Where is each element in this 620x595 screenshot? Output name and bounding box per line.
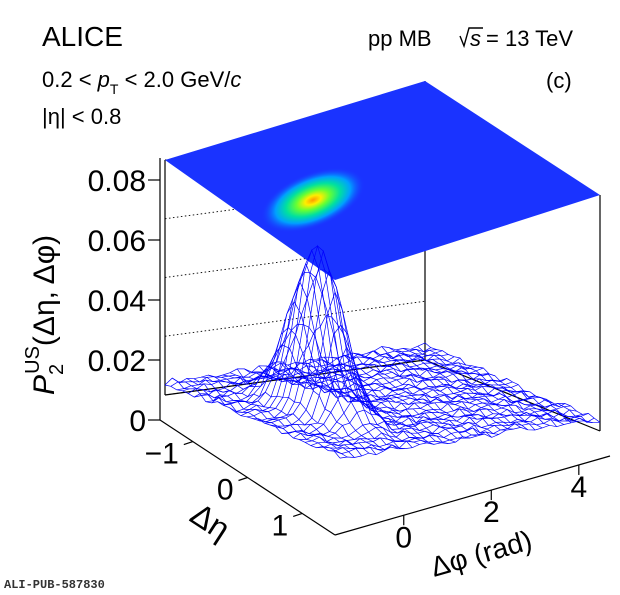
- mesh-line-eta: [188, 354, 449, 394]
- phi-axis-line: [334, 455, 611, 536]
- mesh-line-eta: [310, 405, 571, 446]
- mesh-line-eta: [217, 344, 478, 406]
- mesh-line-eta: [328, 413, 589, 452]
- phi-tick-label: 0: [395, 521, 412, 554]
- eta-tick-label: 1: [272, 509, 289, 542]
- mesh-line-eta: [164, 342, 426, 386]
- eta-tick: [183, 440, 194, 446]
- mesh-line-eta: [304, 403, 565, 443]
- z-tick-label: 0.06: [88, 225, 146, 258]
- mesh-line-phi: [193, 378, 370, 454]
- z-tick-label: 0.08: [88, 165, 146, 198]
- mesh-line-eta: [334, 417, 595, 454]
- experiment-label: ALICE: [42, 21, 123, 52]
- phi-axis-title: Δφ (rad): [427, 524, 535, 582]
- mesh-line-eta: [223, 327, 484, 406]
- mesh-line-eta: [299, 404, 560, 440]
- mesh-line-eta: [240, 262, 501, 417]
- z-axis-title: P2US(Δη, Δφ): [22, 235, 68, 395]
- footer-id: ALI-PUB-587830: [4, 578, 105, 592]
- mesh-line-eta: [316, 409, 577, 449]
- z-tick-label: 0.04: [88, 285, 146, 318]
- mesh-line-eta: [258, 249, 519, 423]
- mesh-line-eta: [211, 361, 472, 404]
- mesh-line-eta: [269, 291, 531, 427]
- phi-axis-ticks: 0 2 4: [395, 464, 587, 554]
- top-projection-map: [165, 81, 600, 280]
- mesh-line-eta: [293, 394, 554, 439]
- z-tick-label: 0.02: [88, 345, 146, 378]
- mesh-line-eta: [194, 356, 455, 398]
- mesh-line-eta: [339, 420, 601, 459]
- mesh-line-eta: [170, 347, 431, 387]
- system-label: pp MB: [368, 26, 432, 51]
- mesh-line-eta: [205, 362, 466, 403]
- mesh-line-eta: [287, 372, 548, 435]
- eta-tick: [238, 476, 248, 482]
- eta-tick-label: 0: [217, 474, 234, 507]
- mesh-line-eta: [246, 249, 507, 418]
- mesh-line-eta: [199, 357, 461, 399]
- mesh-line-eta: [182, 350, 443, 392]
- mesh-line-eta: [264, 269, 525, 424]
- mesh-line-eta: [275, 324, 536, 429]
- svg-text:s: s: [470, 26, 481, 51]
- phi-tick-label: 2: [483, 496, 500, 529]
- mesh-line-eta: [322, 412, 583, 449]
- mesh-line-eta: [252, 244, 513, 422]
- eta-tick: [292, 512, 303, 518]
- mesh-line-phi: [164, 384, 341, 459]
- phi-tick-label: 4: [570, 471, 587, 504]
- energy-label: = 13 TeV: [486, 26, 573, 51]
- sqrt-s-symbol: s: [459, 26, 483, 51]
- eta-tick-label: −1: [145, 438, 179, 471]
- eta-axis-ticks: −1 0 1: [145, 438, 303, 542]
- surface-mesh: [164, 244, 601, 459]
- eta-cut-label: |η| < 0.8: [42, 104, 121, 129]
- z-tick-label: 0: [129, 405, 146, 438]
- panel-label: (c): [546, 68, 572, 93]
- projection-plane: [165, 81, 600, 280]
- pt-cut-label: 0.2 < pT < 2.0 GeV/c: [42, 67, 241, 97]
- projection-peak: [261, 167, 365, 233]
- mesh-line-eta: [176, 349, 437, 391]
- z-axis-ticks: 0 0.02 0.04 0.06 0.08: [88, 165, 160, 438]
